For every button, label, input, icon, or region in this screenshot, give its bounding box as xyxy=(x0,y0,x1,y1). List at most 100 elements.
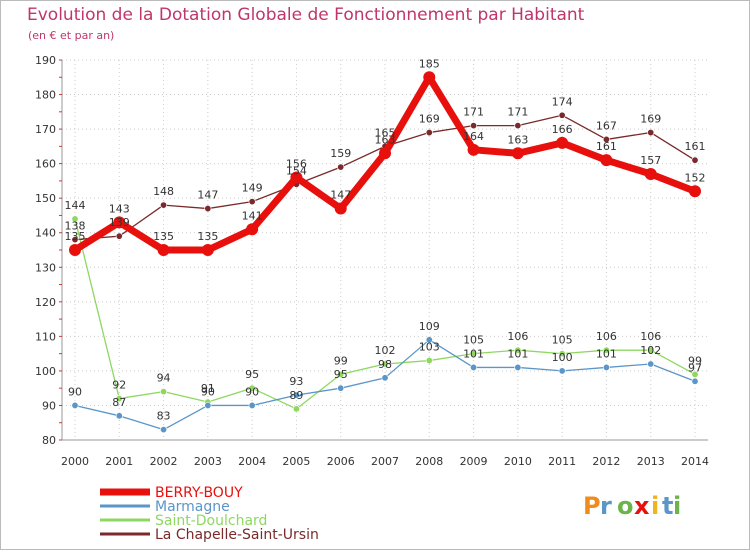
legend-label-la-chapelle-saint-ursin: La Chapelle-Saint-Ursin xyxy=(155,527,319,543)
point-berry-bouy xyxy=(689,185,701,198)
point-berry-bouy xyxy=(644,168,657,180)
point-saint-doulchard xyxy=(425,357,433,365)
axes: 80 90 100 110 120 130 140 150 160 170 180 190 2000 20… xyxy=(35,54,709,468)
point-la-chapelle-saint-ursin xyxy=(204,205,212,213)
data-label-marmagne: 101 xyxy=(463,347,484,360)
data-label-marmagne: 101 xyxy=(596,347,617,360)
point-la-chapelle-saint-ursin xyxy=(160,201,168,209)
x-tick-label: 2012 xyxy=(592,455,620,468)
data-label-saint-doulchard: 91 xyxy=(201,382,215,395)
point-saint-doulchard xyxy=(602,346,610,354)
data-label-berry-bouy: 185 xyxy=(419,57,440,70)
data-label-berry-bouy: 157 xyxy=(640,154,661,167)
y-tick-label: 140 xyxy=(35,227,56,240)
data-label-la-chapelle-saint-ursin: 139 xyxy=(109,216,130,229)
data-label-saint-doulchard: 105 xyxy=(463,334,484,347)
data-label-la-chapelle-saint-ursin: 159 xyxy=(330,147,351,160)
data-label-la-chapelle-saint-ursin: 171 xyxy=(507,106,528,119)
x-tick-label: 2008 xyxy=(415,455,443,468)
data-label-marmagne: 83 xyxy=(157,410,171,423)
data-label-saint-doulchard: 106 xyxy=(640,330,661,343)
point-marmagne xyxy=(160,426,168,434)
data-label-marmagne: 102 xyxy=(640,344,661,357)
x-tick-label: 2011 xyxy=(548,455,576,468)
data-label-saint-doulchard: 102 xyxy=(375,344,396,357)
point-marmagne xyxy=(381,374,389,382)
data-label-marmagne: 100 xyxy=(552,351,573,364)
y-tick-label: 170 xyxy=(35,123,56,136)
x-tick-label: 2014 xyxy=(681,455,709,468)
logo-letter: r xyxy=(600,492,612,520)
data-label-berry-bouy: 143 xyxy=(109,202,130,215)
point-saint-doulchard xyxy=(381,360,389,368)
x-tick-label: 2013 xyxy=(637,455,665,468)
data-label-saint-doulchard: 94 xyxy=(157,372,171,385)
point-saint-doulchard xyxy=(514,346,522,354)
data-label-la-chapelle-saint-ursin: 169 xyxy=(640,113,661,126)
data-label-la-chapelle-saint-ursin: 149 xyxy=(242,182,263,195)
point-la-chapelle-saint-ursin xyxy=(602,135,610,143)
point-berry-bouy xyxy=(290,171,303,184)
point-berry-bouy xyxy=(69,244,81,256)
point-saint-doulchard xyxy=(115,395,123,403)
point-la-chapelle-saint-ursin xyxy=(425,129,433,137)
point-berry-bouy xyxy=(556,136,569,149)
point-la-chapelle-saint-ursin xyxy=(115,232,123,240)
y-tick-label: 160 xyxy=(35,158,56,171)
point-berry-bouy xyxy=(423,71,436,84)
data-label-marmagne: 95 xyxy=(334,368,348,381)
y-tick-label: 150 xyxy=(35,192,56,205)
x-tick-label: 2010 xyxy=(504,455,532,468)
point-berry-bouy xyxy=(600,154,613,167)
point-saint-doulchard xyxy=(292,405,300,413)
point-berry-bouy xyxy=(467,143,480,156)
data-label-marmagne: 98 xyxy=(378,358,392,371)
x-tick-label: 2001 xyxy=(105,455,133,468)
data-label-marmagne: 87 xyxy=(112,396,126,409)
point-la-chapelle-saint-ursin xyxy=(691,156,699,164)
data-labels: 138 139 148 147 149 154 159 165 169 171 171 174 167 1… xyxy=(65,57,706,422)
legend-label-berry-bouy: BERRY-BOUY xyxy=(155,485,243,501)
x-tick-label: 2004 xyxy=(238,455,266,468)
data-label-la-chapelle-saint-ursin: 171 xyxy=(463,106,484,119)
point-saint-doulchard xyxy=(558,350,566,358)
data-label-la-chapelle-saint-ursin: 147 xyxy=(197,189,218,202)
point-berry-bouy xyxy=(511,147,524,160)
y-tick-label: 120 xyxy=(35,296,56,309)
data-label-saint-doulchard: 92 xyxy=(112,379,126,392)
data-label-la-chapelle-saint-ursin: 161 xyxy=(685,140,706,153)
point-la-chapelle-saint-ursin xyxy=(514,122,522,130)
data-label-marmagne: 109 xyxy=(419,320,440,333)
point-saint-doulchard xyxy=(248,384,256,392)
point-saint-doulchard xyxy=(71,215,79,223)
point-marmagne xyxy=(71,401,79,409)
point-berry-bouy xyxy=(201,244,214,256)
data-label-berry-bouy: 147 xyxy=(330,189,351,202)
point-marmagne xyxy=(115,412,123,420)
data-label-berry-bouy: 135 xyxy=(197,230,218,243)
data-label-la-chapelle-saint-ursin: 154 xyxy=(286,164,307,177)
y-tick-label: 190 xyxy=(35,54,56,67)
data-label-la-chapelle-saint-ursin: 167 xyxy=(596,119,617,132)
data-label-berry-bouy: 163 xyxy=(507,133,528,146)
point-saint-doulchard xyxy=(160,388,168,396)
data-label-la-chapelle-saint-ursin: 174 xyxy=(552,95,573,108)
data-label-berry-bouy: 152 xyxy=(685,171,706,184)
point-marmagne xyxy=(514,363,522,371)
point-la-chapelle-saint-ursin xyxy=(558,111,566,119)
y-tick-label: 90 xyxy=(42,399,56,412)
data-label-berry-bouy: 141 xyxy=(242,209,263,222)
logo-letter: i xyxy=(673,492,681,520)
data-label-saint-doulchard: 144 xyxy=(65,199,86,212)
x-tick-label: 2000 xyxy=(61,455,89,468)
chart-subtitle: (en € et par an) xyxy=(28,29,114,42)
chart-title: Evolution de la Dotation Globale de Fonc… xyxy=(27,5,585,25)
data-label-marmagne: 90 xyxy=(245,385,259,398)
point-la-chapelle-saint-ursin xyxy=(470,122,478,130)
data-label-berry-bouy: 135 xyxy=(153,230,174,243)
data-label-saint-doulchard: 106 xyxy=(596,330,617,343)
logo-letter: P xyxy=(583,492,601,520)
